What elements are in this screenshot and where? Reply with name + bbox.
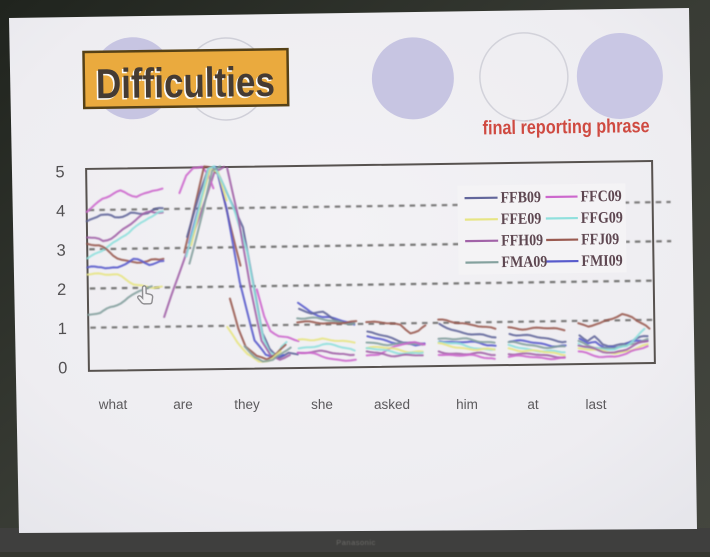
svg-text:what: what	[98, 397, 128, 412]
svg-text:4: 4	[56, 202, 65, 220]
svg-text:FMI09: FMI09	[581, 253, 622, 271]
svg-text:2: 2	[57, 281, 66, 299]
svg-text:FFE09: FFE09	[501, 211, 542, 229]
svg-text:Difficulties: Difficulties	[96, 58, 276, 107]
svg-text:3: 3	[56, 242, 65, 260]
svg-text:Panasonic: Panasonic	[336, 538, 376, 547]
svg-text:FMA09: FMA09	[501, 254, 547, 272]
svg-text:FFG09: FFG09	[581, 210, 623, 228]
svg-text:FFB09: FFB09	[500, 189, 541, 207]
svg-text:FFJ09: FFJ09	[581, 231, 619, 249]
svg-text:FFC09: FFC09	[580, 188, 621, 206]
svg-text:1: 1	[58, 320, 67, 338]
svg-text:final reporting phrase: final reporting phrase	[482, 115, 649, 139]
svg-text:last: last	[585, 397, 606, 412]
svg-text:FFH09: FFH09	[501, 232, 543, 250]
svg-text:at: at	[527, 397, 539, 412]
svg-text:asked: asked	[374, 397, 410, 412]
svg-text:are: are	[173, 397, 193, 412]
svg-text:5: 5	[55, 163, 64, 181]
svg-text:she: she	[311, 397, 333, 412]
svg-text:0: 0	[58, 359, 67, 377]
svg-text:they: they	[234, 397, 260, 412]
svg-text:him: him	[456, 397, 478, 412]
